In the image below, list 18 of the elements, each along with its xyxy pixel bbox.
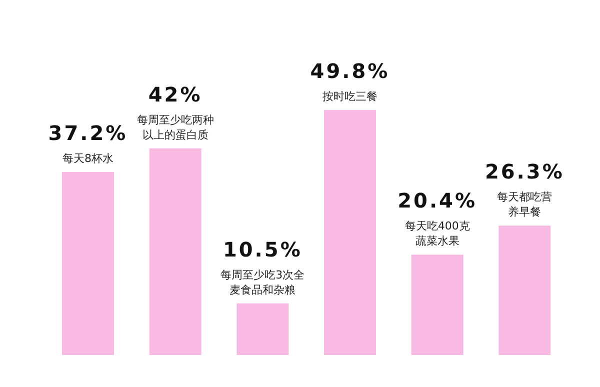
bar bbox=[498, 226, 551, 355]
bar bbox=[324, 110, 376, 355]
x-tick-label: 每周至少吃两种以上的蛋白质 bbox=[136, 113, 214, 142]
bar bbox=[62, 172, 114, 355]
x-tick-label: 每天都吃营养早餐 bbox=[497, 190, 552, 219]
data-label: 20.4% bbox=[398, 188, 478, 213]
data-label: 26.3% bbox=[484, 160, 564, 184]
bar bbox=[236, 303, 289, 355]
data-label: 49.8% bbox=[310, 59, 390, 83]
x-tick-label: 按时吃三餐 bbox=[322, 90, 378, 103]
data-label: 10.5% bbox=[222, 237, 302, 262]
bar bbox=[411, 254, 464, 355]
x-tick-label: 每天吃400克蔬菜水果 bbox=[404, 220, 470, 248]
data-label: 42% bbox=[148, 82, 202, 106]
x-tick-label: 每周至少吃3次全麦食品和杂粮 bbox=[220, 268, 305, 296]
x-tick-label: 每天8杯水 bbox=[62, 152, 114, 165]
data-label: 37.2% bbox=[48, 120, 128, 145]
bar bbox=[149, 148, 202, 355]
